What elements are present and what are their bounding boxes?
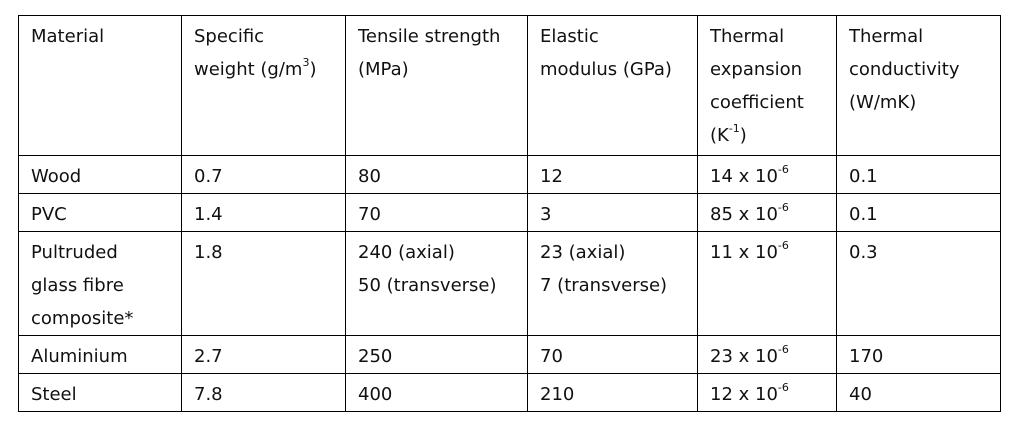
thermal-expansion-cell: 11 x 10-6 [697, 231, 837, 336]
expansion-exponent: -6 [777, 343, 789, 356]
header-text: (MPa) [358, 59, 409, 80]
tensile-value: 50 (transverse) [358, 275, 497, 296]
header-cell-thermal-expansion: Thermal expansion coefficient (K-1) [697, 15, 837, 156]
expansion-mantissa: 85 x 10 [710, 204, 778, 225]
header-superscript: -1 [728, 122, 740, 135]
expansion-exponent: -6 [777, 381, 789, 394]
tensile-strength-cell: 70 [345, 193, 528, 232]
expansion-exponent: -6 [777, 201, 789, 214]
header-text: (K [710, 125, 729, 146]
material-name: Wood [31, 166, 82, 187]
material-cell: Aluminium [18, 335, 182, 374]
specific-weight-cell: 1.4 [181, 193, 346, 232]
elastic-modulus-cell: 70 [527, 335, 698, 374]
specific-weight-cell: 1.8 [181, 231, 346, 336]
header-text: Thermal [710, 26, 785, 47]
header-superscript: 3 [302, 56, 310, 69]
expansion-mantissa: 11 x 10 [710, 242, 778, 263]
elastic-modulus-cell: 12 [527, 155, 698, 194]
header-text: expansion [710, 59, 803, 80]
header-cell-thermal-conductivity: Thermal conductivity (W/mK) [836, 15, 1001, 156]
header-text: Thermal [849, 26, 924, 47]
modulus-value: 3 [540, 204, 552, 225]
tensile-strength-cell: 240 (axial) 50 (transverse) [345, 231, 528, 336]
header-text: weight (g/m [194, 59, 303, 80]
thermal-conductivity-cell: 170 [836, 335, 1001, 374]
tensile-strength-cell: 80 [345, 155, 528, 194]
tensile-strength-cell: 250 [345, 335, 528, 374]
table-row-steel: Steel 7.8 400 210 12 x 10-6 40 [18, 373, 1001, 412]
material-cell: Steel [18, 373, 182, 412]
table-row-wood: Wood 0.7 80 12 14 x 10-6 0.1 [18, 155, 1001, 194]
material-name: Pultruded [31, 242, 118, 263]
material-cell: Pultruded glass fibre composite* [18, 231, 182, 336]
header-text: modulus (GPa) [540, 59, 672, 80]
thermal-conductivity-cell: 0.1 [836, 193, 1001, 232]
expansion-mantissa: 14 x 10 [710, 166, 778, 187]
header-text: conductivity [849, 59, 960, 80]
table-row-pvc: PVC 1.4 70 3 85 x 10-6 0.1 [18, 193, 1001, 232]
material-cell: Wood [18, 155, 182, 194]
modulus-value: 7 (transverse) [540, 275, 668, 296]
header-cell-tensile-strength: Tensile strength (MPa) [345, 15, 528, 156]
material-name: PVC [31, 204, 67, 225]
specific-weight-cell: 7.8 [181, 373, 346, 412]
material-name: Steel [31, 384, 77, 405]
tensile-value: 240 (axial) [358, 242, 455, 263]
elastic-modulus-cell: 23 (axial) 7 (transverse) [527, 231, 698, 336]
header-text: (W/mK) [849, 92, 917, 113]
material-name: composite* [31, 308, 134, 329]
tensile-value: 400 [358, 384, 393, 405]
modulus-value: 210 [540, 384, 575, 405]
header-text: ) [739, 125, 747, 146]
header-text: Specific [194, 26, 265, 47]
header-text: Tensile strength [358, 26, 501, 47]
tensile-value: 80 [358, 166, 381, 187]
material-name: Aluminium [31, 346, 128, 367]
header-text: Elastic [540, 26, 599, 47]
header-text: ) [309, 59, 317, 80]
tensile-value: 250 [358, 346, 393, 367]
specific-weight-cell: 2.7 [181, 335, 346, 374]
specific-weight-cell: 0.7 [181, 155, 346, 194]
material-properties-table: Material Specific weight (g/m3) Tensile … [18, 15, 1001, 412]
header-cell-elastic-modulus: Elastic modulus (GPa) [527, 15, 698, 156]
table-row-aluminium: Aluminium 2.7 250 70 23 x 10-6 170 [18, 335, 1001, 374]
expansion-exponent: -6 [777, 163, 789, 176]
expansion-exponent: -6 [777, 239, 789, 252]
header-text: coefficient [710, 92, 804, 113]
header-cell-material: Material [18, 15, 182, 156]
thermal-expansion-cell: 85 x 10-6 [697, 193, 837, 232]
thermal-expansion-cell: 23 x 10-6 [697, 335, 837, 374]
modulus-value: 23 (axial) [540, 242, 626, 263]
table-row-pultruded-composite: Pultruded glass fibre composite* 1.8 240… [18, 231, 1001, 336]
modulus-value: 12 [540, 166, 563, 187]
thermal-expansion-cell: 14 x 10-6 [697, 155, 837, 194]
thermal-conductivity-cell: 40 [836, 373, 1001, 412]
thermal-expansion-cell: 12 x 10-6 [697, 373, 837, 412]
header-text: Material [31, 26, 105, 47]
elastic-modulus-cell: 3 [527, 193, 698, 232]
material-cell: PVC [18, 193, 182, 232]
header-row: Material Specific weight (g/m3) Tensile … [18, 15, 1001, 156]
elastic-modulus-cell: 210 [527, 373, 698, 412]
header-cell-specific-weight: Specific weight (g/m3) [181, 15, 346, 156]
thermal-conductivity-cell: 0.1 [836, 155, 1001, 194]
modulus-value: 70 [540, 346, 563, 367]
expansion-mantissa: 23 x 10 [710, 346, 778, 367]
expansion-mantissa: 12 x 10 [710, 384, 778, 405]
tensile-strength-cell: 400 [345, 373, 528, 412]
thermal-conductivity-cell: 0.3 [836, 231, 1001, 336]
material-name: glass fibre [31, 275, 124, 296]
tensile-value: 70 [358, 204, 381, 225]
